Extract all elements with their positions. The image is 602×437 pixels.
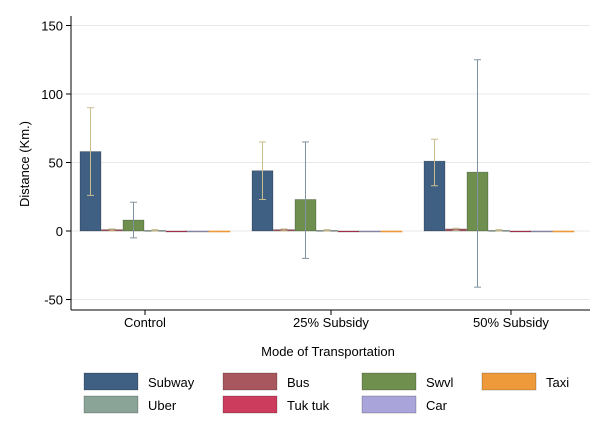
legend-label-bus: Bus — [287, 375, 310, 390]
error-bars — [87, 59, 503, 288]
legend-label-swvl: Swvl — [426, 375, 454, 390]
gridlines — [71, 25, 590, 300]
x-tick-label: 25% Subsidy — [293, 315, 369, 330]
y-tick-label: -50 — [44, 293, 63, 308]
bar-taxi-25-subsidy — [380, 230, 403, 233]
bar-tuk-tuk-50-subsidy — [509, 230, 532, 233]
bar-taxi-50-subsidy — [552, 230, 575, 233]
legend-swatch-subway — [83, 372, 139, 391]
legend-swatch-uber — [83, 395, 139, 414]
x-tick-label: 50% Subsidy — [473, 315, 549, 330]
legend: Subway Bus Swvl Taxi Uber Tuk tuk Car — [83, 372, 569, 414]
legend-label-uber: Uber — [148, 398, 177, 413]
y-tick-label: 100 — [41, 87, 63, 102]
bars — [79, 151, 575, 233]
bar-car-50-subsidy — [531, 230, 553, 233]
legend-swatch-car — [361, 395, 417, 414]
bar-tuk-tuk-control — [165, 230, 188, 233]
axes: -50 0 50 100 150 Control 25% Subsidy 50% Subsid… — [41, 16, 590, 330]
y-tick-label: 50 — [49, 156, 63, 171]
legend-label-tuk-tuk: Tuk tuk — [287, 398, 330, 413]
legend-swatch-swvl — [361, 372, 417, 391]
legend-swatch-bus — [222, 372, 278, 391]
legend-swatch-taxi — [481, 372, 537, 391]
bar-tuk-tuk-25-subsidy — [337, 230, 360, 233]
bar-taxi-control — [208, 230, 231, 233]
legend-label-subway: Subway — [148, 375, 195, 390]
y-tick-label: 0 — [56, 224, 63, 239]
bar-car-25-subsidy — [359, 230, 381, 233]
legend-swatch-tuk-tuk — [222, 395, 278, 414]
x-axis-title: Mode of Transportation — [261, 344, 395, 359]
legend-label-taxi: Taxi — [546, 375, 569, 390]
legend-label-car: Car — [426, 398, 448, 413]
y-axis-title: Distance (Km.) — [17, 121, 32, 207]
bar-car-control — [187, 230, 209, 233]
x-tick-label: Control — [124, 315, 166, 330]
y-tick-label: 150 — [41, 19, 63, 34]
